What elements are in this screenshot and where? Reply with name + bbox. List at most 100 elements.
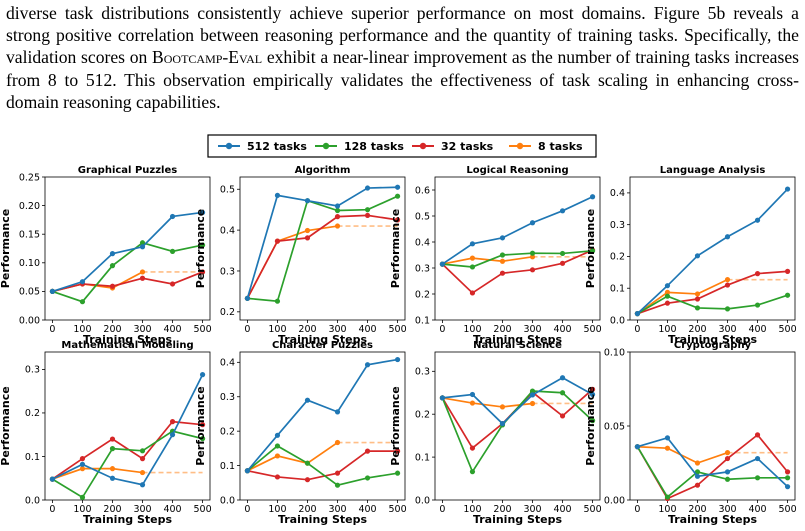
data-point [725, 450, 730, 455]
x-tick-label: 0 [439, 504, 445, 515]
data-point [440, 262, 445, 267]
data-point [785, 269, 790, 274]
data-point [335, 214, 340, 219]
x-axis-label: Training Steps [668, 513, 758, 526]
data-point [755, 432, 760, 437]
chart-title: Cryptography [674, 340, 752, 351]
data-point [365, 213, 370, 218]
data-point [140, 244, 145, 249]
data-point [80, 456, 85, 461]
chart-character-puzzles: Character Puzzles 0.0 0.1 0.2 0.3 0.4 0 100 200 3… [194, 340, 407, 526]
data-point [275, 443, 280, 448]
y-tick-label: 0.05 [19, 287, 40, 298]
data-point [695, 474, 700, 479]
series-line [52, 243, 202, 302]
y-tick-label: 0.4 [220, 358, 235, 369]
chart-title: Mathematical Modeling [61, 340, 193, 351]
data-point [785, 484, 790, 489]
data-point [365, 449, 370, 454]
data-point [635, 444, 640, 449]
x-axis-label: Training Steps [278, 513, 368, 526]
data-point [80, 299, 85, 304]
data-point [110, 476, 115, 481]
data-point [785, 293, 790, 298]
chart-language-analysis: Language Analysis0.00.10.20.30.40 100 200 3… [584, 165, 797, 346]
data-point [335, 409, 340, 414]
legend-label: 512 tasks [247, 140, 307, 153]
x-tick-label: 0 [439, 324, 445, 335]
series-8-tasks [245, 223, 398, 301]
series-512-tasks [440, 194, 595, 267]
data-point [695, 296, 700, 301]
data-point [560, 413, 565, 418]
x-axis-label: Training Steps [473, 513, 563, 526]
data-point [140, 269, 145, 274]
y-tick-label: 0.0 [610, 315, 625, 326]
y-tick-label: 0.0 [415, 495, 430, 506]
data-point [245, 468, 250, 473]
chart-title: Algorithm [295, 165, 351, 176]
data-point [785, 475, 790, 480]
data-point [170, 432, 175, 437]
data-point [470, 264, 475, 269]
y-tick-label: 0.2 [220, 426, 235, 437]
chart-algorithm: Algorithm0.20.30.40.50 100 200 300 400 500Tra… [194, 165, 407, 346]
series-8-tasks [440, 395, 593, 409]
data-point [560, 261, 565, 266]
series-512-tasks [245, 185, 400, 301]
data-point [140, 482, 145, 487]
data-point [110, 284, 115, 289]
legend-marker [226, 143, 232, 149]
legend-label: 128 tasks [344, 140, 404, 153]
x-tick-label: 0 [634, 504, 640, 515]
legend-marker [420, 143, 426, 149]
data-point [725, 234, 730, 239]
series-8-tasks [635, 277, 788, 316]
chart-logical-reasoning: Logical Reasoning0.10.20.30.40.50.60 100 2… [389, 165, 602, 346]
series-8-tasks [635, 444, 788, 465]
legend-marker [517, 143, 523, 149]
x-tick-label: 0 [634, 324, 640, 335]
data-point [395, 357, 400, 362]
data-point [695, 483, 700, 488]
y-tick-label: 0.4 [220, 225, 235, 236]
data-point [170, 419, 175, 424]
chart-title: Language Analysis [660, 165, 766, 176]
chart-mathematical-modeling: Mathematical Modeling0.00.10.20.30 100 200… [0, 340, 212, 526]
x-tick-label: 500 [779, 504, 797, 515]
x-tick-label: 0 [49, 504, 55, 515]
y-tick-label: 0.2 [415, 289, 430, 300]
data-point [50, 289, 55, 294]
data-point [560, 208, 565, 213]
data-point [755, 475, 760, 480]
data-point [140, 276, 145, 281]
data-point [110, 466, 115, 471]
data-point [335, 440, 340, 445]
y-tick-label: 0.3 [415, 367, 430, 378]
data-point [305, 398, 310, 403]
y-tick-label: 0.2 [610, 252, 625, 263]
series-line [247, 215, 397, 298]
y-tick-label: 0.2 [415, 410, 430, 421]
x-tick-label: 500 [194, 324, 212, 335]
chart-panels: Graphical Puzzles0.000.050.100.150.200.2… [0, 165, 797, 526]
data-point [170, 249, 175, 254]
series-line [442, 389, 592, 448]
data-point [725, 306, 730, 311]
data-point [470, 290, 475, 295]
data-point [470, 256, 475, 261]
series-32-tasks [50, 269, 205, 294]
data-point [665, 301, 670, 306]
data-point [785, 469, 790, 474]
series-line [247, 226, 337, 298]
data-point [80, 495, 85, 500]
series-128-tasks [245, 443, 400, 487]
data-point [785, 186, 790, 191]
data-point [665, 435, 670, 440]
y-tick-label: 0.25 [19, 172, 40, 183]
data-point [500, 404, 505, 409]
plot-frame [240, 177, 405, 320]
data-point [335, 203, 340, 208]
x-tick-label: 0 [244, 504, 250, 515]
y-tick-label: 0.5 [220, 185, 235, 196]
